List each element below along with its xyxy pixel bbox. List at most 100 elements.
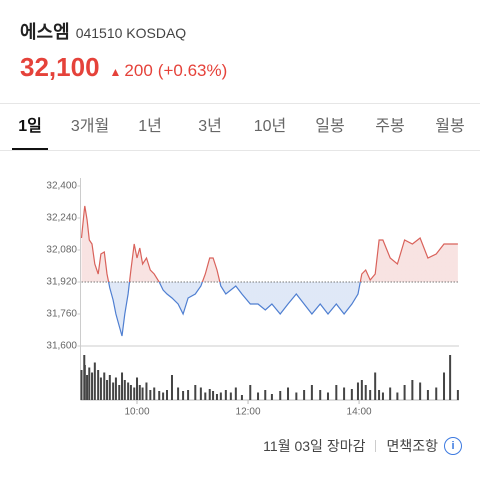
y-tick-label: 32,400 — [46, 181, 77, 192]
volume-bar — [170, 375, 173, 400]
divider — [0, 103, 480, 104]
volume-bar — [224, 390, 227, 400]
volume-bar — [419, 382, 422, 400]
volume-bar — [149, 390, 152, 400]
volume-bar — [138, 385, 141, 400]
volume-bar — [187, 390, 190, 400]
volume-bar — [443, 372, 446, 400]
volume-bar — [426, 390, 429, 400]
volume-bar — [97, 370, 100, 400]
volume-bar — [369, 390, 372, 400]
x-tick-label: 10:00 — [124, 407, 149, 418]
volume-bar — [270, 394, 273, 400]
volume-bar — [133, 387, 136, 400]
volume-bar — [326, 392, 329, 400]
volume-bar — [121, 372, 124, 400]
disclaimer[interactable]: 면책조항 — [386, 438, 438, 454]
volume-bar — [335, 385, 338, 400]
volume-bar — [240, 395, 243, 400]
y-tick-label: 32,240 — [46, 213, 77, 224]
volume-bar — [106, 380, 109, 400]
volume-bar — [411, 380, 414, 400]
volume-bar — [158, 391, 161, 400]
volume-bar — [350, 389, 353, 400]
volume-bar — [83, 365, 86, 400]
volume-bar — [129, 385, 132, 400]
period-tab[interactable]: 일봉 — [315, 118, 345, 135]
divider — [0, 150, 480, 151]
x-tick-label: 12:00 — [236, 407, 261, 418]
volume-bar — [295, 392, 298, 400]
period-tab[interactable]: 10년 — [253, 118, 287, 135]
volume-bar — [93, 362, 96, 400]
y-tick-label: 31,600 — [46, 341, 77, 352]
volume-bar — [403, 385, 406, 400]
volume-bar — [199, 387, 202, 400]
volume-bar — [287, 387, 290, 400]
up-icon: ▲ — [109, 65, 122, 79]
volume-bar — [212, 391, 215, 400]
price-area — [81, 206, 458, 336]
stock-name: 에스엠 — [20, 22, 70, 42]
y-tick-label: 32,080 — [46, 245, 77, 256]
volume-bar — [182, 391, 185, 400]
volume-bar — [112, 382, 115, 400]
volume-bar — [99, 377, 102, 400]
period-tab[interactable]: 3년 — [198, 118, 222, 135]
volume-bar — [374, 372, 377, 400]
volume-bar — [249, 385, 252, 400]
volume-bar — [229, 392, 232, 400]
x-tick-label: 14:00 — [347, 407, 372, 418]
volume-bar — [80, 370, 83, 400]
volume-bar — [310, 385, 313, 400]
volume-bar — [88, 367, 91, 400]
change: 200 — [124, 61, 153, 80]
volume-bar — [264, 390, 267, 400]
volume-bar — [103, 372, 106, 400]
volume-bar — [162, 392, 165, 400]
volume-bar — [356, 382, 359, 400]
volume-bar — [114, 377, 117, 400]
period-tab[interactable]: 월봉 — [435, 118, 465, 135]
volume-bar — [91, 372, 94, 400]
period-tabs: 1일 3개월 1년 3년 10년 일봉 주봉 월봉 — [0, 104, 480, 150]
period-tab[interactable]: 1일 — [0, 104, 60, 150]
volume-bar — [215, 394, 218, 400]
volume-bar — [364, 385, 367, 400]
volume-bar — [145, 382, 148, 400]
info-icon[interactable]: i — [444, 437, 462, 455]
volume-bar — [378, 390, 381, 400]
volume-bar — [123, 380, 126, 400]
footer: 11월 03일 장마감 면책조항 i — [263, 436, 462, 456]
volume-bar — [165, 390, 168, 400]
market-status: 11월 03일 장마감 — [263, 438, 366, 454]
period-tab[interactable]: 3개월 — [70, 118, 110, 135]
volume-bar — [303, 390, 306, 400]
separator — [375, 440, 377, 452]
volume-bar — [343, 387, 346, 400]
volume-bar — [389, 387, 392, 400]
volume-bar — [118, 385, 121, 400]
price: 32,100 — [20, 52, 100, 82]
volume-bar — [381, 392, 384, 400]
price-row: 32,100 ▲ 200 (+0.63%) — [20, 52, 227, 83]
volume-bar — [360, 380, 363, 400]
volume-bar — [136, 377, 139, 400]
volume-bar — [194, 385, 197, 400]
period-tab[interactable]: 1년 — [138, 118, 162, 135]
volume-bar — [319, 390, 322, 400]
y-tick-label: 31,760 — [46, 309, 77, 320]
y-tick-label: 31,920 — [46, 277, 77, 288]
volume-bar — [204, 392, 207, 400]
volume-bar — [257, 392, 260, 400]
volume-bar — [141, 387, 144, 400]
volume-bar — [108, 375, 111, 400]
change-pct: (+0.63%) — [157, 61, 228, 80]
volume-bar — [456, 390, 459, 400]
volume-bar — [177, 387, 180, 400]
volume-bar — [396, 392, 399, 400]
period-tab[interactable]: 주봉 — [375, 118, 405, 135]
volume-bar — [219, 392, 222, 400]
volume-bar — [449, 355, 452, 400]
